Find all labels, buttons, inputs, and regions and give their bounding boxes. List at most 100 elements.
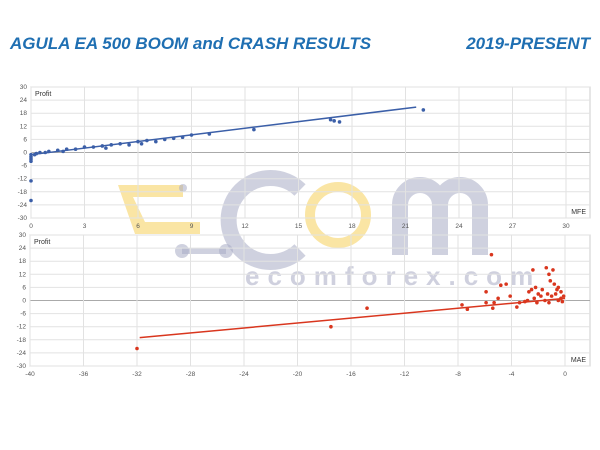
data-point: [515, 305, 519, 309]
data-point: [29, 198, 33, 203]
y-tick-label: 6: [22, 284, 26, 291]
y-tick-label: -18: [18, 189, 28, 196]
data-point: [332, 119, 336, 123]
data-point: [504, 282, 508, 286]
x-tick-label: -12: [400, 371, 410, 378]
x-tick-label: 30: [562, 223, 570, 230]
y-tick-label: -24: [17, 350, 27, 357]
data-point: [536, 292, 541, 296]
data-point: [547, 300, 551, 305]
data-point: [490, 306, 495, 310]
y-tick-label: 30: [20, 84, 28, 91]
data-point: [337, 120, 342, 124]
data-point: [91, 145, 96, 149]
x-axis-label: MFE: [571, 209, 586, 216]
x-tick-label: -28: [186, 371, 196, 378]
watermark-cart-icon: [118, 185, 200, 234]
watermark-text: ecomforex.com: [245, 261, 541, 291]
data-point: [531, 268, 535, 272]
x-tick-label: 0: [563, 371, 567, 378]
y-tick-label: -30: [17, 363, 27, 370]
data-point: [543, 298, 547, 303]
y-tick-label: -24: [18, 202, 28, 209]
data-point: [55, 148, 60, 153]
data-point: [489, 252, 494, 257]
x-tick-label: 9: [190, 223, 194, 230]
x-tick-label: 12: [241, 223, 249, 230]
data-point: [29, 179, 33, 183]
y-tick-label: -6: [21, 163, 27, 170]
data-point: [135, 346, 139, 351]
data-point: [100, 144, 105, 148]
data-point: [47, 149, 51, 154]
data-point: [539, 294, 543, 298]
y-tick-label: 24: [20, 97, 28, 104]
data-point: [118, 141, 122, 146]
data-point: [61, 149, 65, 154]
data-point: [460, 303, 464, 307]
data-point: [104, 146, 108, 150]
y-tick-label: 0: [22, 298, 26, 305]
x-tick-label: 6: [136, 223, 140, 230]
data-point: [544, 265, 549, 270]
x-tick-label: -36: [79, 371, 89, 378]
data-point: [34, 151, 39, 156]
data-point: [559, 296, 563, 301]
trendline: [139, 297, 566, 339]
data-point: [553, 292, 558, 296]
x-tick-label: 0: [29, 223, 33, 230]
watermark-axle: [182, 248, 226, 254]
data-point: [365, 306, 369, 310]
data-point: [547, 272, 551, 277]
data-point: [484, 289, 488, 294]
watermark-letter-m: [392, 177, 488, 255]
x-axis-label: MAE: [571, 357, 587, 364]
y-tick-label: 0: [23, 150, 27, 157]
x-tick-label: -24: [239, 371, 249, 378]
data-point: [533, 285, 538, 290]
data-point: [171, 136, 176, 141]
data-point: [496, 296, 500, 301]
data-point: [145, 138, 149, 143]
data-point: [552, 282, 557, 286]
y-tick-label: 12: [19, 271, 27, 278]
data-point: [525, 298, 530, 303]
x-tick-label: 18: [348, 223, 356, 230]
data-point: [517, 300, 522, 305]
y-tick-label: 18: [20, 110, 28, 117]
x-tick-label: 3: [83, 223, 87, 230]
x-tick-label: -8: [455, 371, 461, 378]
data-point: [43, 150, 48, 155]
data-point: [73, 147, 78, 152]
x-tick-label: 21: [402, 223, 410, 230]
y-axis-label: Profit: [35, 91, 51, 98]
y-tick-label: -30: [18, 215, 28, 222]
data-point: [64, 147, 69, 152]
data-point: [556, 298, 561, 303]
data-point: [329, 324, 333, 329]
y-axis-label: Profit: [34, 239, 50, 246]
data-point: [560, 299, 565, 304]
data-point: [127, 143, 131, 147]
y-tick-label: -6: [20, 311, 26, 318]
data-point: [82, 145, 87, 149]
x-tick-label: -16: [346, 371, 356, 378]
x-tick-label: -20: [293, 371, 303, 378]
x-tick-label: 27: [509, 223, 517, 230]
data-point: [559, 289, 563, 294]
data-point: [549, 294, 554, 298]
data-point: [207, 132, 212, 136]
x-tick-label: -32: [132, 371, 142, 378]
y-tick-label: -12: [17, 324, 27, 331]
watermark-letter-e: [220, 170, 306, 270]
data-point: [555, 287, 559, 292]
data-point: [38, 150, 42, 155]
y-tick-label: 30: [19, 232, 27, 239]
data-point: [136, 139, 140, 144]
y-tick-label: -12: [18, 176, 28, 183]
data-point: [492, 300, 496, 305]
y-tick-label: 24: [19, 245, 27, 252]
